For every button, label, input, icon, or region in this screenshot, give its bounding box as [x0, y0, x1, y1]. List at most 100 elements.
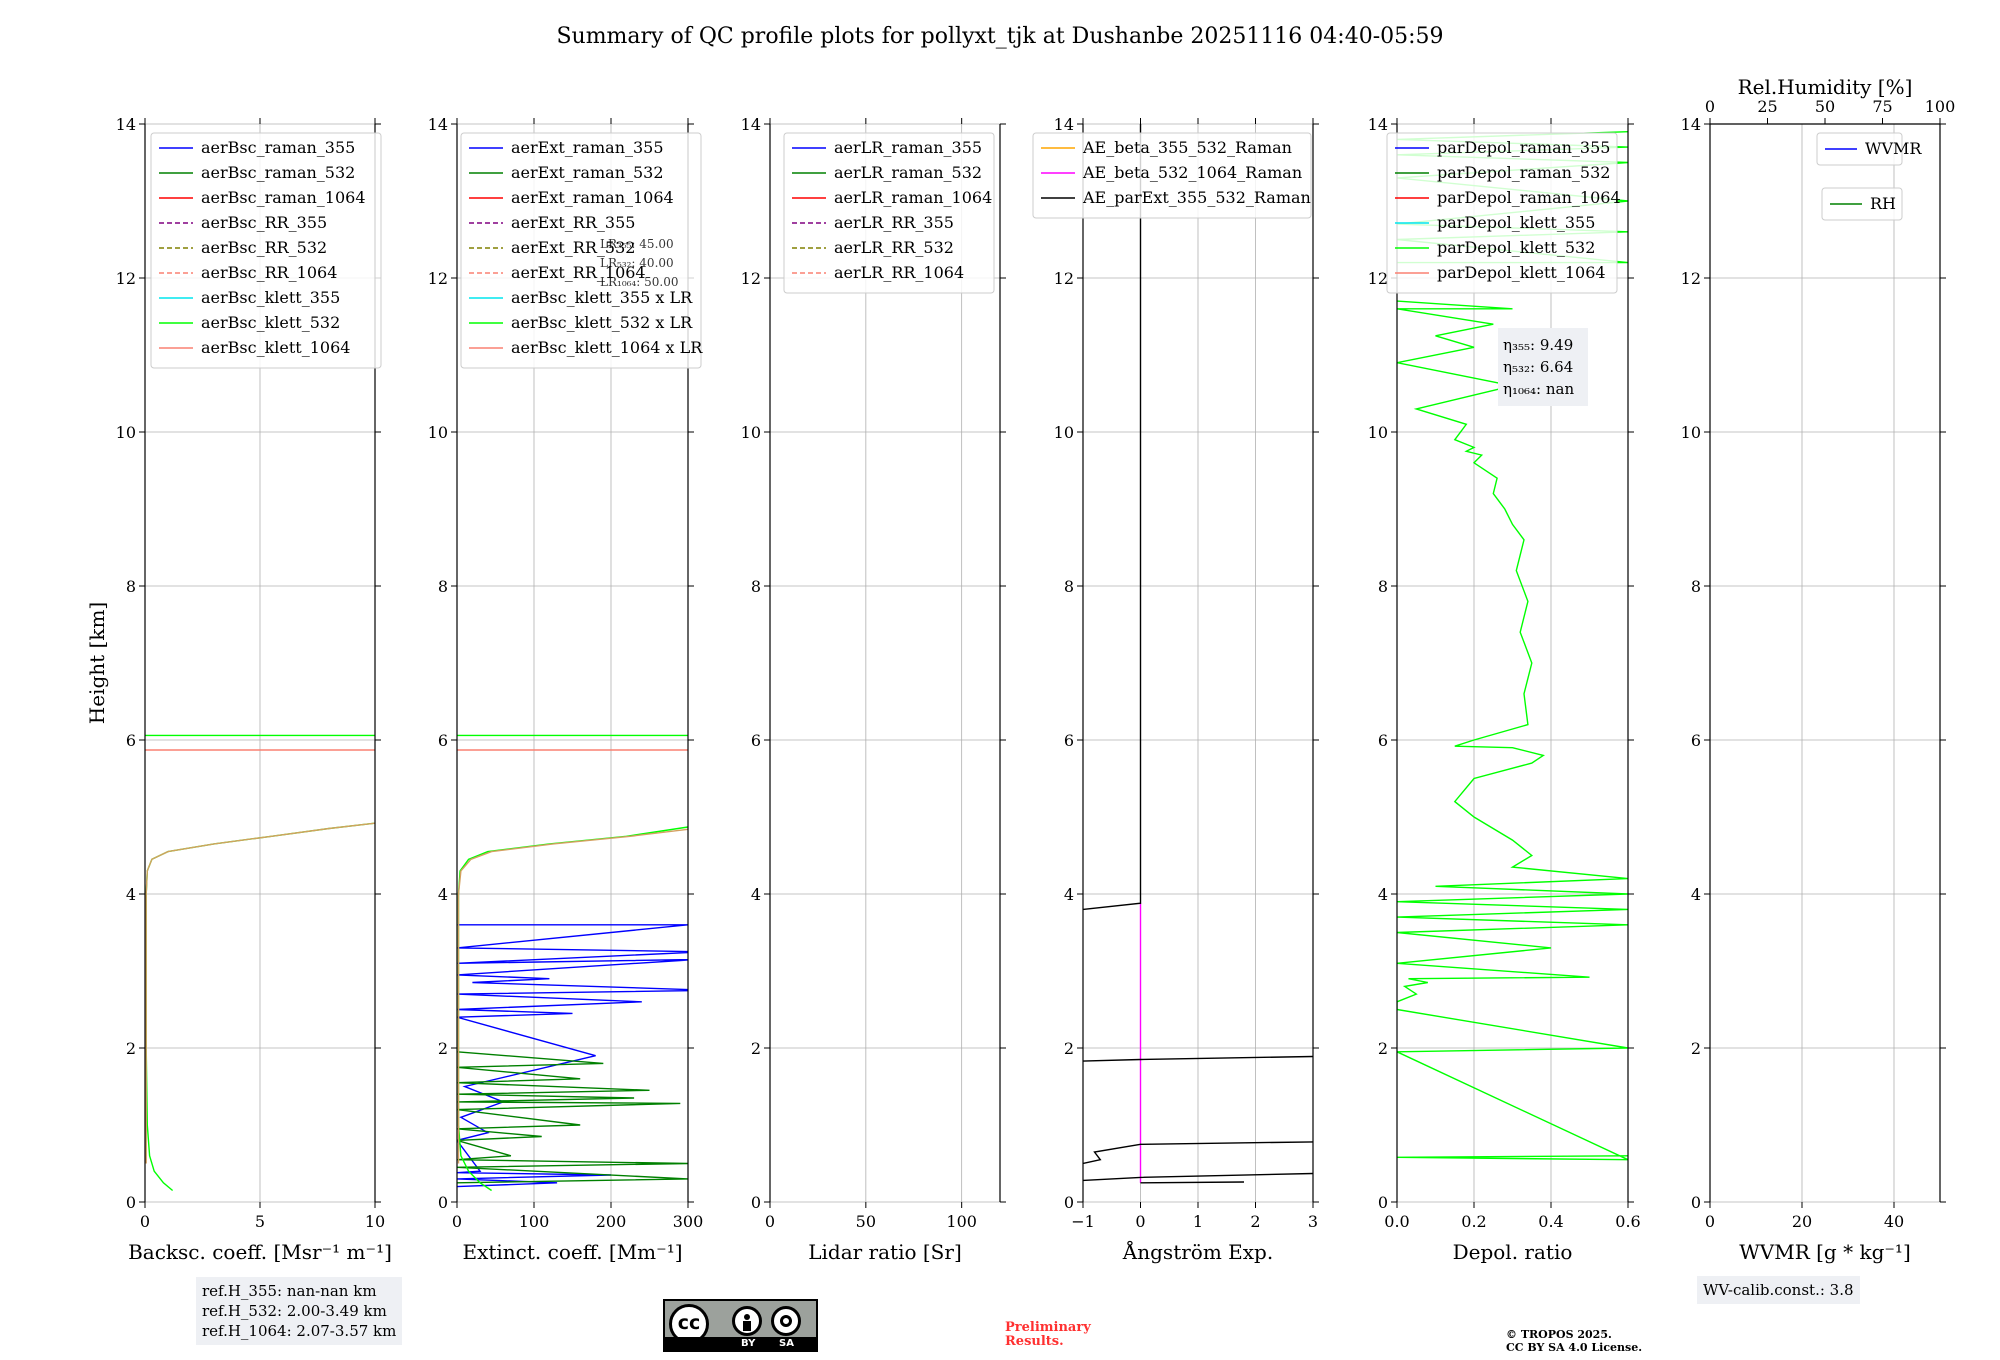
x-axis-label: WVMR [g * kg⁻¹] — [1739, 1240, 1911, 1264]
y-tick-label: 0 — [1378, 1193, 1388, 1212]
legend-label: WVMR — [1865, 139, 1922, 158]
y-tick-label: 6 — [438, 731, 448, 750]
y-tick-label: 2 — [751, 1039, 761, 1058]
refh-532: ref.H_532: 2.00-3.49 km — [202, 1302, 387, 1320]
y-tick-label: 6 — [751, 731, 761, 750]
legend-label: aerLR_RR_1064 — [834, 263, 964, 282]
x-tick-label: 0.2 — [1461, 1212, 1486, 1231]
series-aerBsc_klett_1064 — [145, 822, 375, 1164]
y-tick-label: 12 — [741, 269, 761, 288]
y-tick-label: 12 — [1368, 269, 1388, 288]
x-tick-label: 0 — [1135, 1212, 1145, 1231]
legend-label: aerLR_RR_532 — [834, 238, 954, 257]
x-tick-label: 20 — [1792, 1212, 1812, 1231]
legend: WVMR RH — [1816, 132, 1922, 221]
y-tick-label: 4 — [1691, 885, 1701, 904]
legend-label: aerBsc_RR_355 — [201, 213, 327, 232]
legend-box — [783, 132, 995, 294]
x-tick-label: 5 — [255, 1212, 265, 1231]
preliminary-line-2: Results. — [1005, 1334, 1064, 1349]
x-tick-label: 1 — [1193, 1212, 1203, 1231]
y-tick-label: 4 — [126, 885, 136, 904]
series-aerExt_raman_355 — [457, 924, 688, 1188]
legend: aerExt_raman_355 aerExt_raman_532 aerExt_r… — [460, 132, 703, 369]
legend-label: aerBsc_raman_532 — [201, 163, 355, 182]
x-tick-label: 40 — [1884, 1212, 1904, 1231]
y-tick-label: 14 — [741, 115, 761, 134]
series-AE_parExt_355_532_Raman — [1083, 124, 1142, 911]
y-tick-label: 4 — [751, 885, 761, 904]
y-tick-label: 10 — [1054, 423, 1074, 442]
eta-box — [1498, 328, 1588, 406]
legend: aerBsc_raman_355 aerBsc_raman_532 aerBsc_r… — [150, 132, 382, 369]
legend-label: parDepol_raman_532 — [1437, 163, 1610, 182]
series-group — [1083, 124, 1313, 1184]
eta-label: η₁₀₆₄: nan — [1503, 380, 1574, 398]
legend-box — [1032, 132, 1312, 219]
legend-label: parDepol_klett_355 — [1437, 213, 1595, 232]
y-tick-label: 6 — [126, 731, 136, 750]
legend: aerLR_raman_355 aerLR_raman_532 aerLR_rama… — [783, 132, 995, 294]
y-tick-label: 4 — [1064, 885, 1074, 904]
y-tick-label: 2 — [1064, 1039, 1074, 1058]
legend-label: AE_parExt_355_532_Raman — [1082, 188, 1311, 207]
lr-label: LR₃₅₅: 45.00 — [600, 237, 674, 251]
y-tick-label: 4 — [1378, 885, 1388, 904]
reference-height-box: ref.H_355: nan-nan km ref.H_532: 2.00-3.… — [196, 1277, 403, 1345]
x-tick-label: 0.6 — [1615, 1212, 1640, 1231]
legend-label: aerBsc_raman_355 — [201, 138, 355, 157]
legend-label: aerBsc_klett_532 — [201, 313, 340, 332]
y-tick-label: 12 — [116, 269, 136, 288]
x-tick-label: 10 — [365, 1212, 385, 1231]
y-tick-label: 2 — [1378, 1039, 1388, 1058]
panel-depolarization: 0.0 0.2 0.4 0.6 0 2 4 6 8 10 12 14 Depol. ratio parDe… — [1368, 115, 1641, 1264]
x-tick-label: 0 — [765, 1212, 775, 1231]
x-axis-label: Backsc. coeff. [Msr⁻¹ m⁻¹] — [128, 1240, 392, 1264]
eta-label: η₃₅₅: 9.49 — [1503, 336, 1573, 354]
top-x-tick-label: 25 — [1757, 97, 1777, 116]
y-tick-label: 12 — [1054, 269, 1074, 288]
y-tick-label: 2 — [126, 1039, 136, 1058]
legend-label: aerExt_raman_1064 — [511, 188, 674, 207]
y-tick-label: 8 — [751, 577, 761, 596]
y-tick-label: 8 — [438, 577, 448, 596]
x-tick-label: 100 — [519, 1212, 550, 1231]
y-tick-label: 6 — [1691, 731, 1701, 750]
legend-label: parDepol_klett_532 — [1437, 238, 1595, 257]
x-tick-label: 200 — [596, 1212, 627, 1231]
y-tick-label: 6 — [1378, 731, 1388, 750]
wv-calibration-box: WV-calib.const.: 3.8 — [1697, 1276, 1860, 1304]
top-x-tick-label: 0 — [1705, 97, 1715, 116]
lr-label: LR₁₀₆₄: 50.00 — [600, 275, 678, 289]
by-person-icon — [732, 1306, 762, 1336]
x-tick-label: 0.4 — [1538, 1212, 1563, 1231]
legend-box — [150, 132, 382, 369]
panel-backscatter: 0 5 10 0 2 4 6 8 10 12 14 Backsc. coeff. [Msr⁻¹ m⁻¹… — [85, 115, 392, 1264]
legend-label: aerLR_raman_532 — [834, 163, 982, 182]
y-tick-label: 0 — [1691, 1193, 1701, 1212]
y-tick-label: 14 — [1681, 115, 1701, 134]
legend-label: parDepol_raman_355 — [1437, 138, 1610, 157]
legend-label: RH — [1870, 194, 1896, 213]
top-x-tick-label: 75 — [1872, 97, 1892, 116]
series-AE_parExt_355_532_Raman_c — [1083, 1141, 1313, 1165]
preliminary-note: Preliminary Results. — [1005, 1321, 1091, 1349]
x-axis-label: Lidar ratio [Sr] — [808, 1240, 962, 1264]
series-AE_parExt_355_532_Raman_d — [1083, 1172, 1313, 1182]
y-tick-label: 0 — [438, 1193, 448, 1212]
y-axis-label: Height [km] — [85, 602, 109, 724]
legend-label: parDepol_klett_1064 — [1437, 263, 1606, 282]
legend-label: AE_beta_355_532_Raman — [1082, 138, 1292, 157]
panel-lidar_ratio: 0 50 100 0 2 4 6 8 10 12 14 Lidar ratio [Sr] aerLR_r… — [741, 115, 1006, 1264]
legend-label: aerExt_RR_532 — [511, 238, 635, 257]
series-AE_parExt_355_532_Raman_e — [1140, 1181, 1245, 1184]
y-tick-label: 0 — [1064, 1193, 1074, 1212]
license-by-label: BY — [741, 1338, 756, 1349]
x-tick-label: 300 — [673, 1212, 704, 1231]
top-x-tick-label: 50 — [1815, 97, 1835, 116]
legend: AE_beta_355_532_Raman AE_beta_532_1064_Ra… — [1032, 132, 1312, 219]
copyright-line-1: © TROPOS 2025. — [1506, 1328, 1612, 1341]
